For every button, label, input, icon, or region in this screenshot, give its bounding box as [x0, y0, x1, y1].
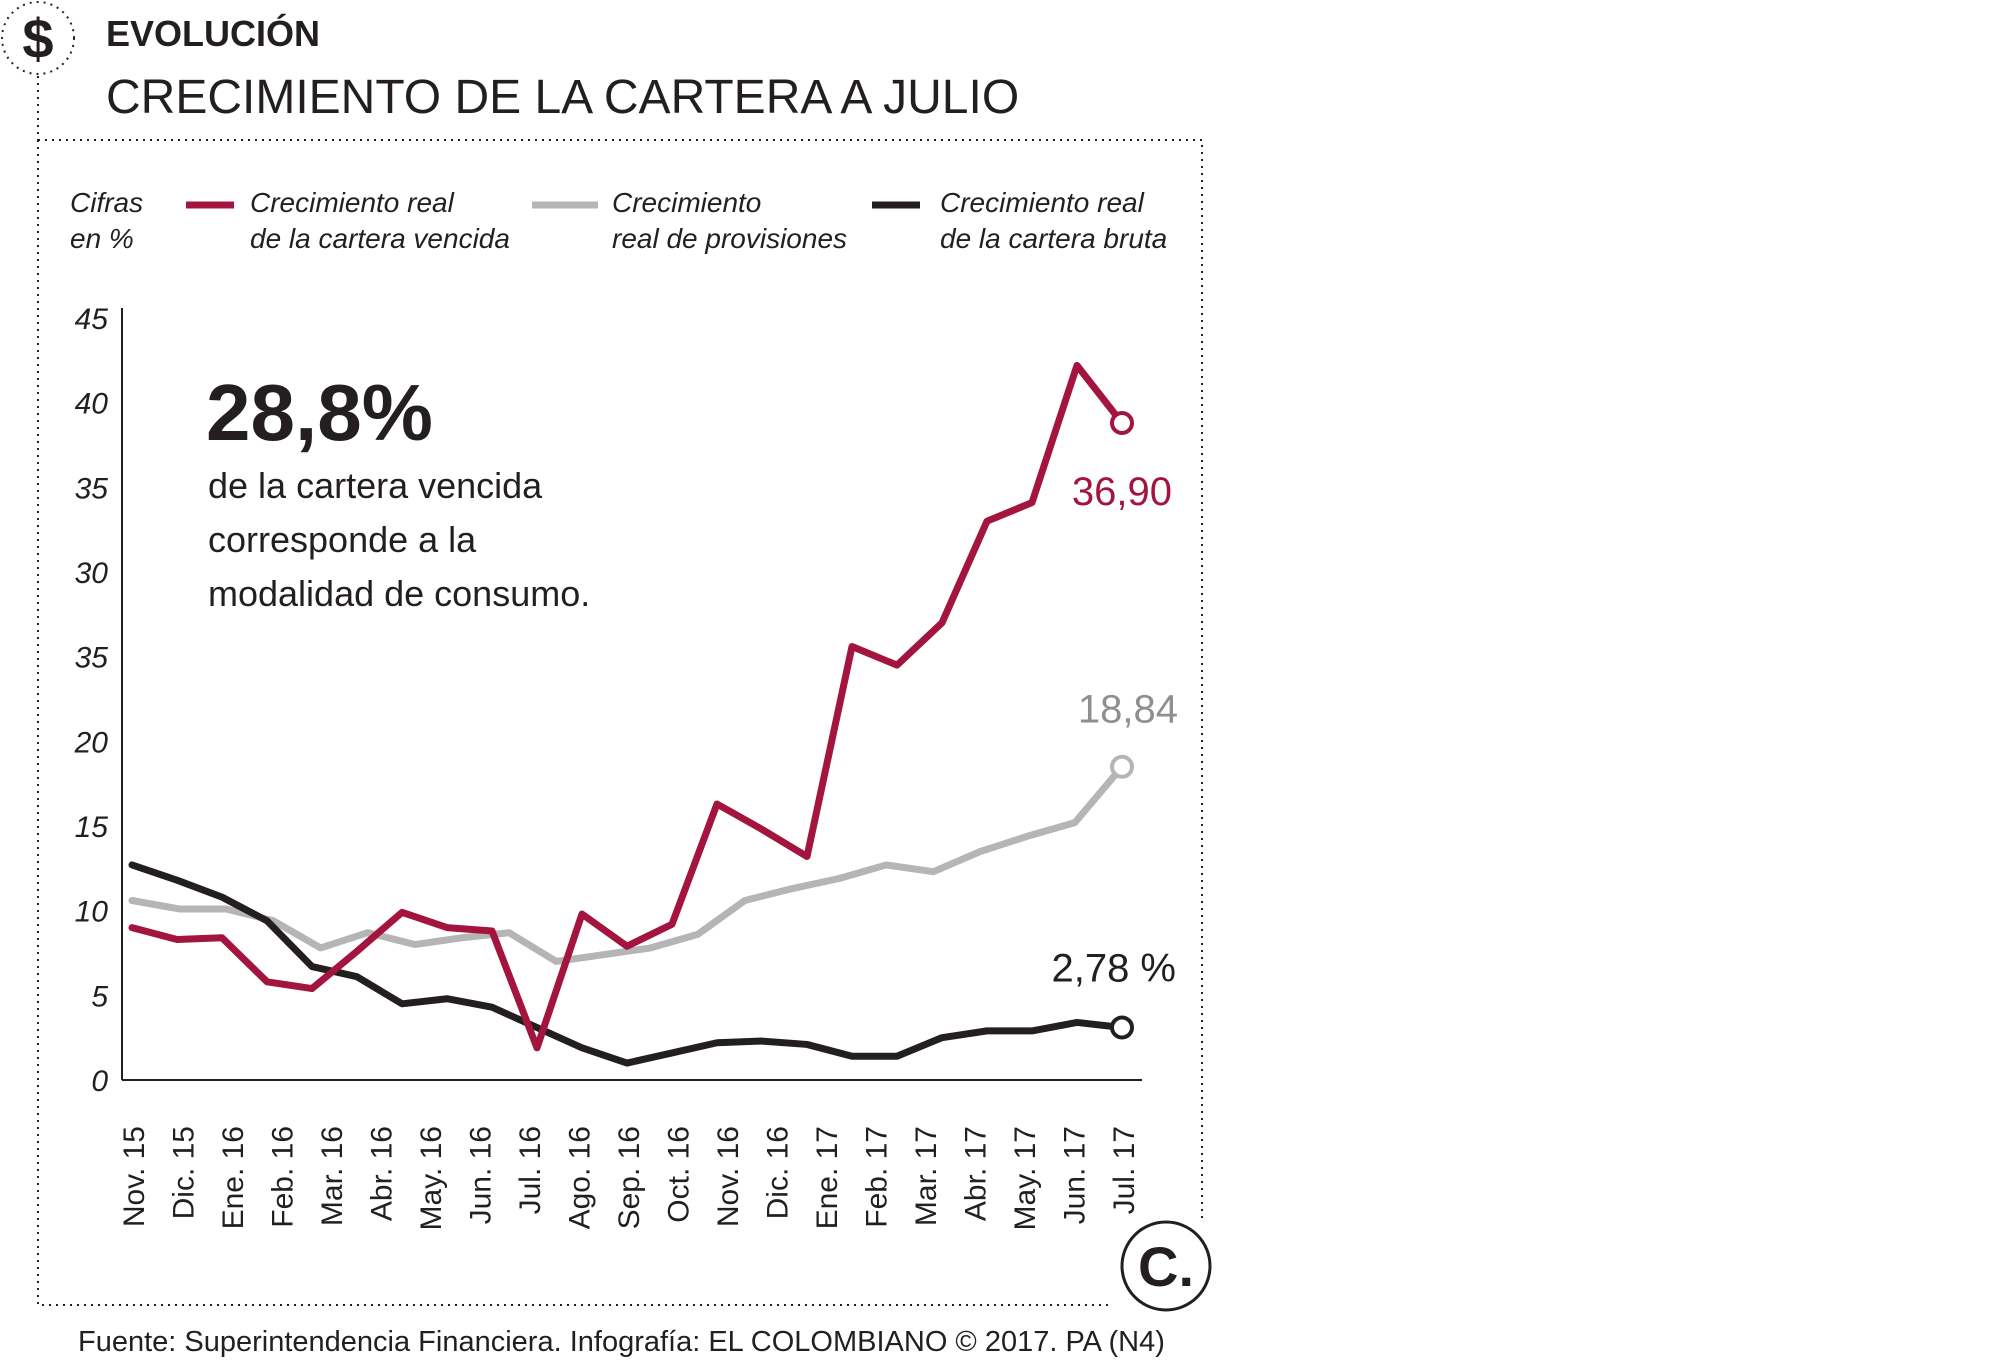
- series-end-marker-crecimiento-real-de-la-cartera-vencida: [1110, 410, 1134, 435]
- svg-text:$: $: [22, 7, 53, 70]
- series-end-label-crecimiento-real-de-provisiones: 18,84: [1078, 688, 1178, 732]
- highlight-text: de la cartera vencida corresponde a la m…: [208, 465, 590, 614]
- x-tick-label: Dic. 15: [168, 1126, 201, 1219]
- series-end-label-crecimiento-real-de-la-cartera-vencida: 36,90: [1072, 470, 1172, 514]
- units-label-line-2: en %: [70, 223, 134, 254]
- legend-label-cartera-vencida: Crecimiento real de la cartera vencida: [250, 187, 510, 254]
- x-tick-label: Nov. 15: [118, 1126, 151, 1227]
- section-label: EVOLUCIÓN: [106, 12, 320, 54]
- x-tick-label: Sep. 16: [613, 1126, 646, 1229]
- x-tick-label: Mar. 17: [910, 1126, 943, 1226]
- y-tick-labels: 0 5 10 15 20 35 30 35 40 45: [74, 303, 109, 1098]
- x-tick-label: Abr. 16: [366, 1126, 399, 1221]
- legend-item-cartera-vencida: Crecimiento real de la cartera vencida: [186, 187, 510, 254]
- y-tick-label: 10: [75, 896, 109, 929]
- x-tick-label: Jun. 17: [1059, 1126, 1092, 1224]
- y-tick-label: 15: [75, 811, 109, 844]
- x-tick-label: Jul. 17: [1108, 1126, 1141, 1214]
- series-line-crecimiento-real-de-la-cartera-bruta: [128, 861, 1126, 1067]
- y-tick-label: 35: [75, 642, 109, 675]
- legend-label-cartera-bruta: Crecimiento real de la cartera bruta: [940, 187, 1167, 254]
- series-end-marker-crecimiento-real-de-la-cartera-bruta: [1110, 1015, 1134, 1040]
- legend-label-provisiones-line-2: real de provisiones: [612, 223, 847, 254]
- legend-label-cartera-vencida-line-2: de la cartera vencida: [250, 223, 510, 254]
- series-layer: 18,84 2,78 % 36,90: [128, 361, 1178, 1067]
- x-tick-label: Abr. 17: [960, 1126, 993, 1221]
- chart-title: CRECIMIENTO DE LA CARTERA A JULIO: [106, 71, 1019, 124]
- x-tick-label: Feb. 16: [267, 1126, 300, 1228]
- highlight-value: 28,8%: [206, 368, 433, 457]
- series-line-crecimiento-real-de-la-cartera-vencida: [128, 361, 1126, 1052]
- highlight-line-1: de la cartera vencida: [208, 465, 543, 506]
- legend-label-cartera-bruta-line-2: de la cartera bruta: [940, 223, 1167, 254]
- units-label: Cifras en %: [70, 187, 151, 254]
- source-note: Fuente: Superintendencia Financiera. Inf…: [78, 1326, 1165, 1358]
- y-tick-label: 20: [74, 726, 109, 759]
- x-tick-label: Feb. 17: [861, 1126, 894, 1228]
- x-tick-label: Ago. 16: [564, 1126, 597, 1229]
- x-tick-label: Nov. 16: [712, 1126, 745, 1227]
- y-tick-label: 0: [91, 1065, 108, 1098]
- frame-border: [37, 139, 1203, 1306]
- x-tick-label: May. 17: [1009, 1126, 1042, 1231]
- x-tick-labels: Nov. 15 Dic. 15 Ene. 16 Feb. 16 Mar. 16 Abr. …: [118, 1126, 1141, 1231]
- x-tick-label: Ene. 16: [217, 1126, 250, 1229]
- y-tick-label: 40: [75, 388, 109, 421]
- x-tick-label: May. 16: [415, 1126, 448, 1231]
- x-tick-label: Jun. 16: [465, 1126, 498, 1224]
- highlight-line-2: corresponde a la: [208, 519, 477, 560]
- highlight-line-3: modalidad de consumo.: [208, 573, 590, 614]
- legend-item-cartera-bruta: Crecimiento real de la cartera bruta: [872, 187, 1167, 254]
- y-tick-label: 45: [75, 303, 109, 336]
- el-colombiano-logo: C.: [1120, 1220, 1212, 1312]
- series-end-label-crecimiento-real-de-la-cartera-bruta: 2,78 %: [1051, 947, 1176, 991]
- series-line-crecimiento-real-de-provisiones: [128, 763, 1126, 965]
- legend-label-cartera-vencida-line-1: Crecimiento real: [250, 187, 455, 218]
- x-tick-label: Mar. 16: [316, 1126, 349, 1226]
- y-tick-label: 35: [75, 472, 109, 505]
- series-end-marker-crecimiento-real-de-provisiones: [1110, 754, 1134, 779]
- x-tick-label: Dic. 16: [762, 1126, 795, 1219]
- x-tick-label: Ene. 17: [811, 1126, 844, 1229]
- units-label-line-1: Cifras: [70, 187, 143, 218]
- x-tick-label: Jul. 16: [514, 1126, 547, 1214]
- y-tick-label: 30: [75, 557, 109, 590]
- y-tick-label: 5: [91, 980, 108, 1013]
- logo-text: C.: [1138, 1235, 1194, 1298]
- x-tick-label: Oct. 16: [663, 1126, 696, 1223]
- legend-label-cartera-bruta-line-1: Crecimiento real: [940, 187, 1145, 218]
- legend-label-provisiones: Crecimiento real de provisiones: [612, 187, 847, 254]
- legend-item-provisiones: Crecimiento real de provisiones: [532, 187, 847, 254]
- legend-label-provisiones-line-1: Crecimiento: [612, 187, 761, 218]
- dollar-icon: $: [1, 1, 75, 75]
